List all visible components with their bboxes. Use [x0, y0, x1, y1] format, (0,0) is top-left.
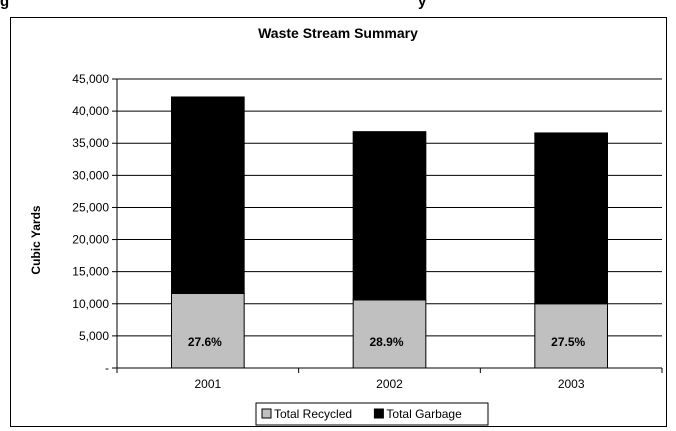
legend-entry: Total Garbage: [386, 407, 462, 421]
data-label: 27.5%: [551, 335, 585, 349]
bar-total-recycled: [534, 303, 608, 369]
legend-entry: Total Recycled: [274, 407, 352, 421]
y-tick-label: 45,000: [72, 72, 109, 86]
legend-swatch: [261, 408, 272, 419]
data-label: 27.6%: [188, 335, 222, 349]
clipped-heading-right: y: [418, 0, 427, 10]
bar-total-garbage: [534, 132, 608, 305]
stacked-bar-chart: Waste Stream Summary Cubic Yards - 5,000 1…: [29, 25, 663, 426]
bar-total-garbage: [352, 131, 427, 301]
y-tick-label: 15,000: [72, 265, 109, 279]
legend: Total Recycled Total Garbage: [255, 402, 489, 426]
clipped-heading-left: g: [0, 0, 10, 10]
x-tick-label: 2003: [558, 377, 585, 391]
y-tick-label: 10,000: [72, 297, 109, 311]
chart-frame: Waste Stream Summary Cubic Yards - 5,000 1…: [10, 17, 667, 427]
y-tick-label: 30,000: [72, 168, 109, 182]
y-tick-label: 20,000: [72, 233, 109, 247]
bar-total-recycled: [352, 299, 427, 369]
bar-total-garbage: [171, 96, 245, 295]
x-tick-label: 2002: [376, 377, 403, 391]
labels: - 5,000 10,000 15,000 20,000 25,000 30,000 35,0…: [72, 72, 585, 391]
y-axis-label: Cubic Yards: [29, 205, 43, 274]
x-tick-label: 2001: [194, 377, 221, 391]
clipped-heading: g y: [0, 0, 676, 16]
y-tick-label: 5,000: [79, 329, 109, 343]
legend-swatch: [373, 408, 384, 419]
y-tick-label: -: [105, 361, 109, 375]
bars: [171, 96, 608, 369]
bar-total-recycled: [171, 293, 245, 369]
y-tick-label: 25,000: [72, 200, 109, 214]
y-tick-label: 35,000: [72, 136, 109, 150]
data-label: 28.9%: [369, 335, 403, 349]
axes: [112, 78, 663, 373]
chart-title: Waste Stream Summary: [258, 25, 418, 41]
legend-box: [255, 402, 489, 426]
y-tick-label: 40,000: [72, 104, 109, 118]
